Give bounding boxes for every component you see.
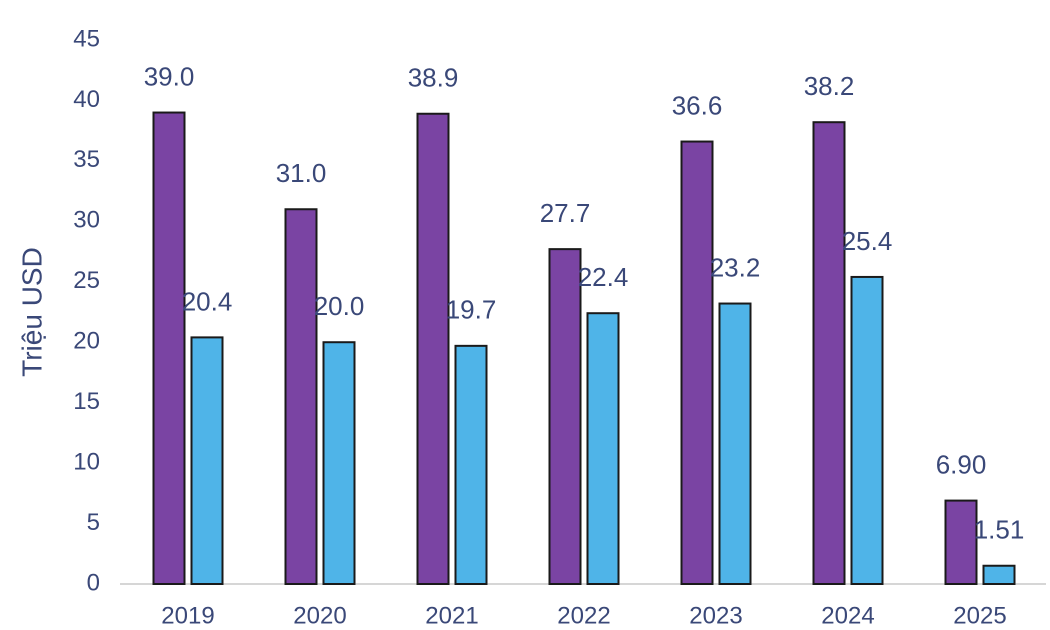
x-tick-label: 2025 [953, 602, 1006, 629]
y-axis-label: Triệu USD [16, 247, 47, 377]
value-label: 27.7 [540, 198, 591, 228]
y-tick-label: 25 [73, 267, 100, 294]
x-tick-label: 2024 [821, 602, 874, 629]
y-tick-label: 35 [73, 146, 100, 173]
value-label: 1.51 [974, 515, 1025, 545]
value-label: 25.4 [842, 226, 893, 256]
bar [850, 275, 884, 585]
y-tick-label: 5 [87, 509, 100, 536]
bar [416, 112, 450, 586]
value-label: 19.7 [446, 295, 497, 325]
value-label: 20.4 [182, 286, 233, 316]
y-tick-label: 40 [73, 86, 100, 113]
x-tick-label: 2021 [425, 602, 478, 629]
bar [718, 302, 752, 585]
y-tick-label: 15 [73, 388, 100, 415]
x-tick-label: 2023 [689, 602, 742, 629]
bar [812, 121, 846, 586]
value-label: 36.6 [672, 90, 723, 120]
value-label: 39.0 [144, 61, 195, 91]
bar [284, 208, 318, 585]
value-label: 22.4 [578, 262, 629, 292]
value-label: 23.2 [710, 252, 761, 282]
bar [548, 248, 582, 585]
y-tick-label: 45 [73, 25, 100, 52]
x-tick-label: 2022 [557, 602, 610, 629]
bar [322, 341, 356, 585]
bar [680, 140, 714, 585]
y-tick-label: 10 [73, 448, 100, 475]
x-tick-label: 2020 [293, 602, 346, 629]
value-label: 38.2 [804, 71, 855, 101]
bar [944, 499, 978, 585]
bar [454, 344, 488, 585]
bar [586, 312, 620, 585]
y-tick-label: 0 [87, 569, 100, 596]
value-label: 20.0 [314, 291, 365, 321]
value-label: 6.90 [936, 449, 987, 479]
value-label: 38.9 [408, 63, 459, 93]
bar [982, 564, 1016, 586]
bar [152, 111, 186, 586]
y-tick-label: 20 [73, 328, 100, 355]
value-label: 31.0 [276, 158, 327, 188]
x-tick-label: 2019 [161, 602, 214, 629]
y-tick-label: 30 [73, 207, 100, 234]
bar [190, 336, 224, 585]
